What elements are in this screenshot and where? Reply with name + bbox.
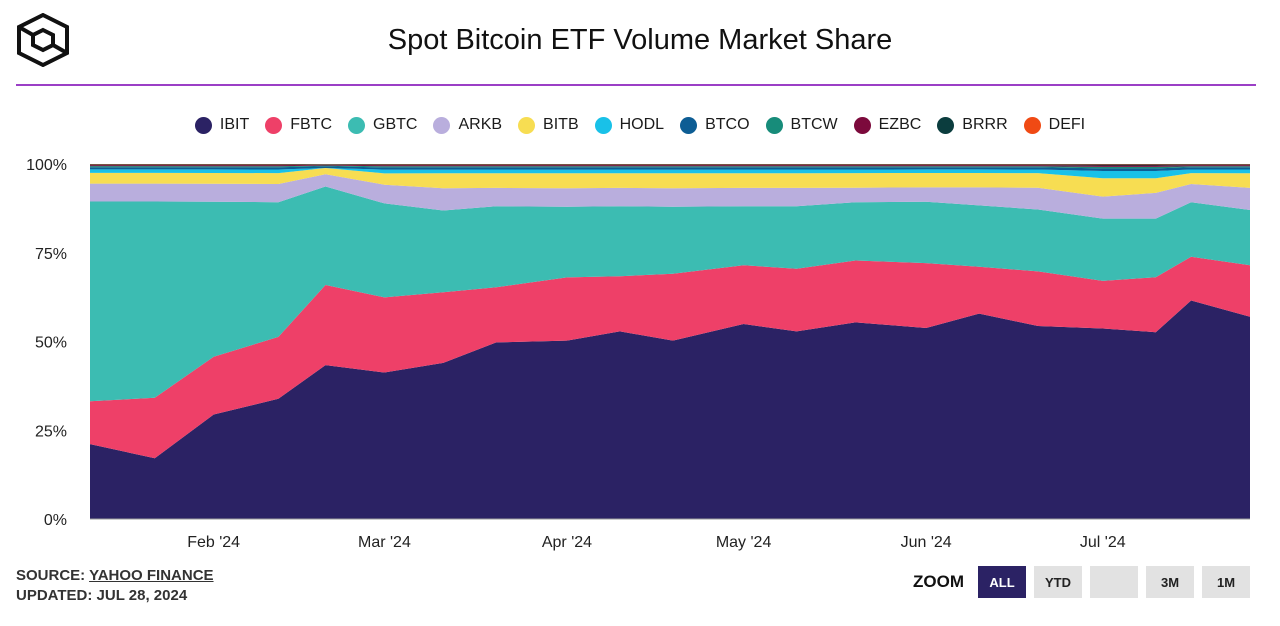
x-tick-label: Jun '24 [901, 534, 952, 551]
area-series-arkb[interactable] [90, 174, 1250, 219]
zoom-all-button[interactable]: ALL [978, 566, 1026, 598]
zoom-blank-button[interactable] [1090, 566, 1138, 598]
x-tick-label: Mar '24 [358, 534, 411, 551]
legend-dot-icon [765, 116, 783, 134]
legend-label: BITB [543, 116, 579, 133]
legend-dot-icon [680, 116, 698, 134]
area-series-brrr[interactable] [90, 164, 1250, 166]
area-series-btcw[interactable] [90, 165, 1250, 169]
legend-item-ezbc[interactable]: EZBC [853, 116, 922, 134]
legend-label: FBTC [290, 116, 333, 133]
stacked-area-chart: 0% 25% 50% 75% 100% Feb '24 Mar '24 Apr '24 May … [26, 157, 1250, 551]
legend-label: DEFI [1048, 116, 1086, 133]
area-series-btco[interactable] [90, 166, 1250, 171]
y-tick-label: 25% [35, 423, 67, 440]
legend-dot-icon [594, 116, 612, 134]
source-link[interactable]: YAHOO FINANCE [89, 567, 214, 584]
y-tick-label: 50% [35, 335, 67, 352]
legend-label: GBTC [373, 116, 418, 133]
chart-legend: IBIT FBTC GBTC ARKB BITB HODL BTCO BTCW EZBC BRRR… [0, 116, 1280, 134]
y-tick-label: 75% [35, 246, 67, 263]
legend-dot-icon [265, 116, 283, 134]
legend-label: EZBC [878, 116, 922, 133]
y-tick-label: 0% [44, 512, 67, 529]
zoom-label: ZOOM [913, 572, 964, 591]
legend-label: BTCW [790, 116, 838, 133]
logo-icon [17, 13, 69, 67]
legend-dot-icon [853, 116, 871, 134]
legend-item-arkb[interactable]: ARKB [433, 116, 502, 134]
zoom-3m-button[interactable]: 3M [1146, 566, 1194, 598]
x-tick-label: Apr '24 [542, 534, 592, 551]
area-series-hodl[interactable] [90, 168, 1250, 179]
area-series-ezbc[interactable] [90, 164, 1250, 167]
zoom-ytd-button[interactable]: YTD [1034, 566, 1082, 598]
legend-item-hodl[interactable]: HODL [594, 116, 665, 134]
y-tick-label: 100% [26, 157, 67, 174]
source-prefix: SOURCE: [16, 567, 90, 584]
area-series-bitb[interactable] [90, 168, 1250, 197]
chart-title: Spot Bitcoin ETF Volume Market Share [387, 24, 893, 56]
legend-dot-icon [433, 116, 451, 134]
legend-item-ibit[interactable]: IBIT [194, 116, 250, 134]
area-series-gbtc[interactable] [90, 186, 1250, 402]
legend-dot-icon [1023, 116, 1041, 134]
area-series-fbtc[interactable] [90, 256, 1250, 459]
x-tick-label: Jul '24 [1080, 534, 1126, 551]
legend-item-brrr[interactable]: BRRR [937, 116, 1008, 134]
x-tick-label: May '24 [716, 534, 772, 551]
legend-label: IBIT [219, 116, 250, 133]
title-divider [16, 84, 1256, 86]
legend-label: ARKB [458, 116, 503, 133]
legend-item-btcw[interactable]: BTCW [765, 116, 838, 134]
updated-date: UPDATED: JUL 28, 2024 [16, 587, 188, 604]
legend-dot-icon [194, 116, 212, 134]
x-tick-label: Feb '24 [187, 534, 240, 551]
legend-label: HODL [619, 116, 665, 133]
source-block: SOURCE: YAHOO FINANCE UPDATED: JUL 28, 2… [16, 566, 214, 606]
legend-dot-icon [348, 116, 366, 134]
legend-item-btco[interactable]: BTCO [680, 116, 750, 134]
legend-item-fbtc[interactable]: FBTC [265, 116, 332, 134]
legend-dot-icon [937, 116, 955, 134]
legend-dot-icon [518, 116, 536, 134]
legend-item-bitb[interactable]: BITB [518, 116, 579, 134]
legend-item-gbtc[interactable]: GBTC [348, 116, 417, 134]
legend-item-defi[interactable]: DEFI [1023, 116, 1086, 134]
legend-label: BRRR [962, 116, 1008, 133]
zoom-1m-button[interactable]: 1M [1202, 566, 1250, 598]
legend-label: BTCO [705, 116, 750, 133]
zoom-controls: ZOOM ALL YTD 3M 1M [913, 566, 1250, 598]
area-series-ibit[interactable] [90, 300, 1250, 520]
